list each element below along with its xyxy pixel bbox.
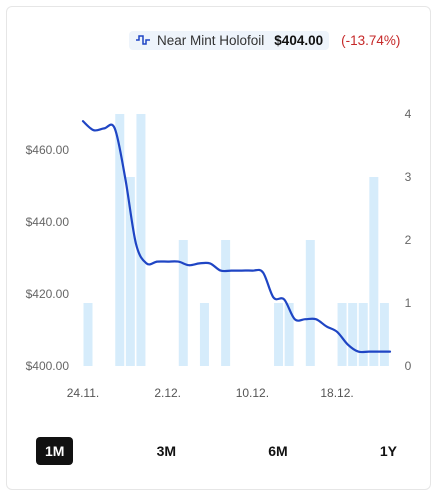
y-left-tick-label: $420.00: [26, 287, 70, 301]
y-axis-left: $400.00 $420.00 $440.00 $460.00: [26, 143, 70, 373]
x-axis: 24.11. 2.12. 10.12. 18.12.: [67, 386, 354, 400]
volume-bar: [305, 240, 315, 366]
volume-bar: [358, 303, 368, 366]
y-right-tick-label: 2: [405, 233, 412, 247]
legend-series-name: Near Mint Holofoil: [157, 32, 265, 48]
price-line: [81, 120, 392, 354]
tab-3m[interactable]: 3M: [156, 443, 177, 459]
x-tick-label: 18.12.: [320, 386, 353, 400]
tab-6m[interactable]: 6M: [268, 443, 288, 459]
y-axis-right: 0 1 2 3 4: [405, 107, 412, 373]
volume-bar: [379, 303, 389, 366]
chart-card: Near Mint Holofoil $404.00 (-13.74%): [6, 6, 431, 490]
chart-legend: Near Mint Holofoil $404.00 (-13.74%): [129, 29, 400, 51]
y-left-tick-label: $440.00: [26, 215, 70, 229]
y-right-tick-label: 3: [405, 170, 412, 184]
volume-bar: [125, 177, 135, 366]
legend-item-near-mint-holofoil[interactable]: Near Mint Holofoil $404.00: [129, 30, 330, 50]
y-right-tick-label: 4: [405, 107, 412, 121]
y-right-tick-label: 0: [405, 359, 412, 373]
volume-bar: [115, 114, 125, 366]
volume-bar: [136, 114, 146, 366]
volume-bar: [369, 177, 379, 366]
line-series-icon: [136, 35, 150, 45]
tab-1m[interactable]: 1M: [36, 437, 74, 465]
volume-bars: [83, 114, 389, 366]
x-tick-label: 2.12.: [154, 386, 181, 400]
volume-bar: [274, 303, 284, 366]
y-right-tick-label: 1: [405, 296, 412, 310]
x-tick-label: 10.12.: [236, 386, 269, 400]
volume-bar: [221, 240, 231, 366]
legend-price: $404.00: [274, 32, 324, 48]
legend-change-percent: (-13.74%): [341, 32, 401, 48]
volume-bar: [83, 303, 93, 366]
volume-bar: [348, 303, 358, 366]
volume-bar: [178, 240, 188, 366]
volume-bar: [337, 303, 347, 366]
volume-bar: [199, 303, 209, 366]
volume-bar: [284, 303, 294, 366]
tab-1y[interactable]: 1Y: [379, 443, 397, 459]
x-tick-label: 24.11.: [67, 386, 99, 400]
y-left-tick-label: $400.00: [26, 359, 70, 373]
time-range-tabs: 1M 3M 6M 1Y: [36, 436, 406, 466]
y-left-tick-label: $460.00: [26, 143, 70, 157]
